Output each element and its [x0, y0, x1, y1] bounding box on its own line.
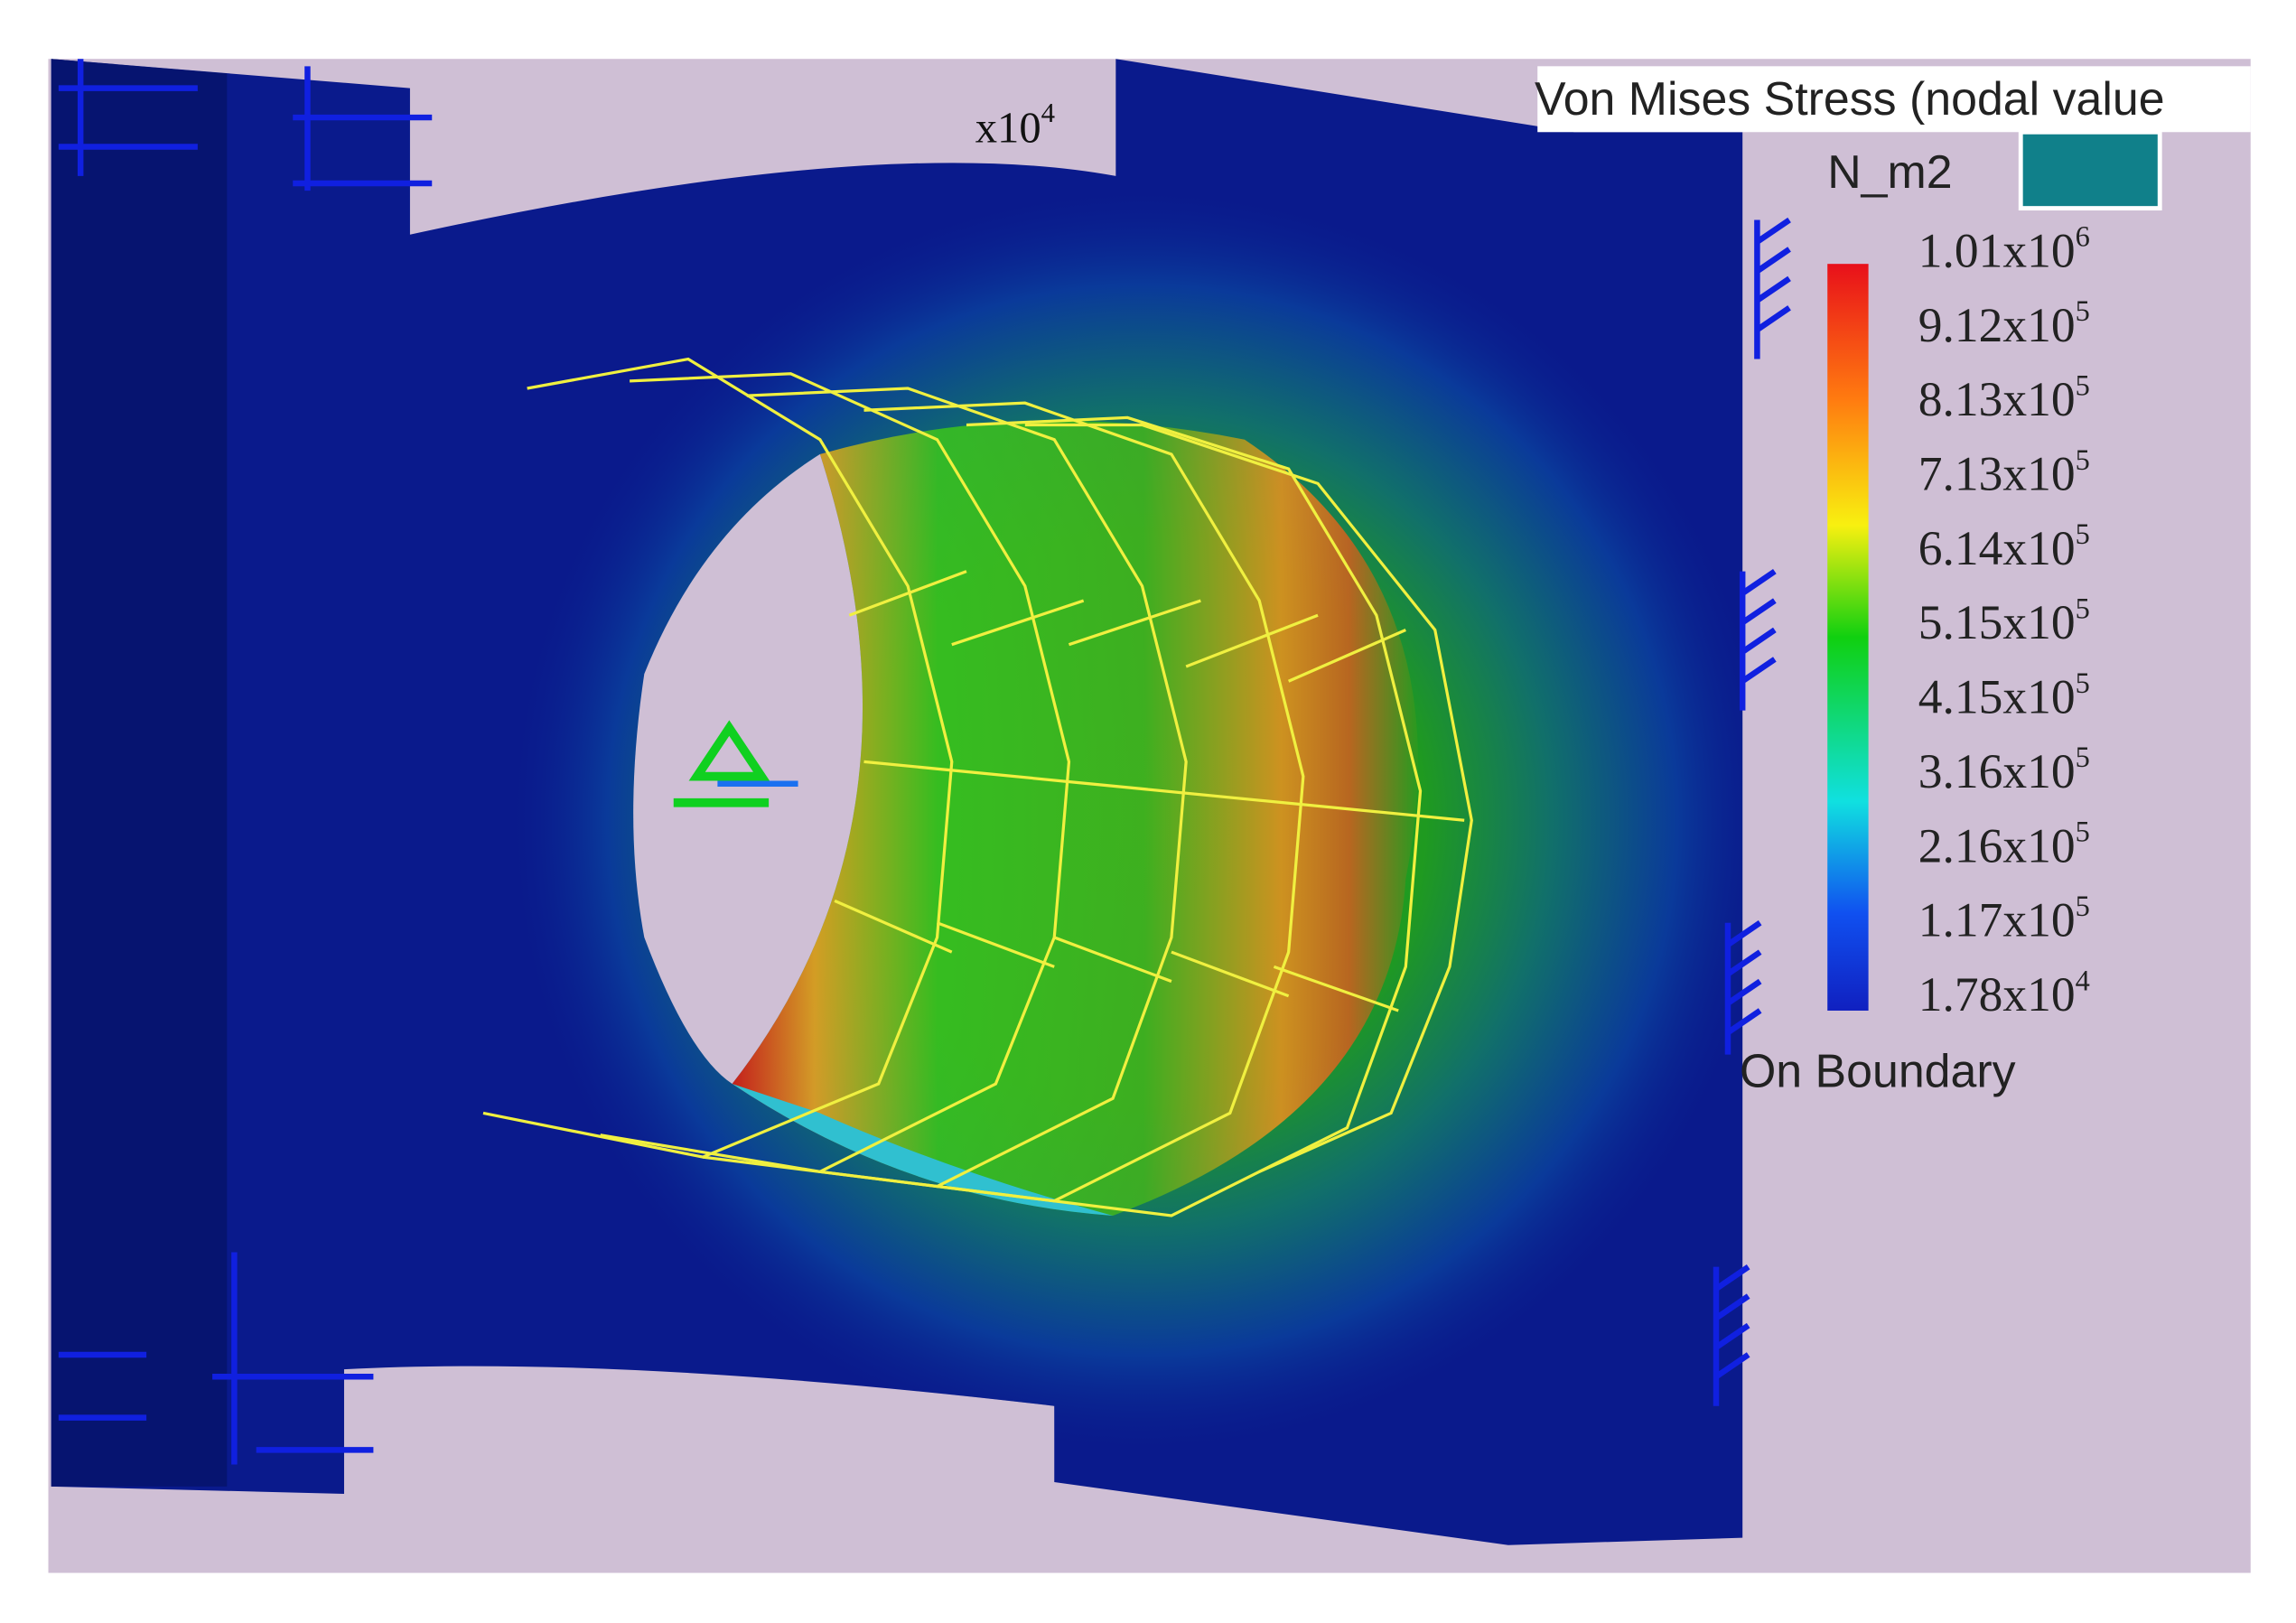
compass-widget — [2018, 129, 2162, 211]
legend-label: 4.15x105 — [1918, 667, 2090, 724]
label-exponent: 4 — [2076, 965, 2090, 997]
legend-label: 2.16x105 — [1918, 816, 2090, 873]
legend-footer: On Boundary — [1740, 1044, 2016, 1096]
legend-label: 9.12x105 — [1918, 295, 2090, 352]
label-exponent: 5 — [2076, 295, 2090, 328]
label-exponent: 5 — [2076, 891, 2090, 923]
label-exponent: 5 — [2076, 369, 2090, 402]
label-base: 8.13x10 — [1918, 372, 2076, 426]
legend-title: Von Mises Stress (nodal value — [1535, 72, 2165, 125]
annotation-base: x10 — [975, 104, 1041, 153]
legend-labels: 1.01x1069.12x1058.13x1057.13x1056.14x105… — [1918, 221, 2090, 1021]
legend-label: 5.15x105 — [1918, 593, 2090, 650]
legend-label: 6.14x105 — [1918, 518, 2090, 575]
boundary-symbols — [58, 59, 1791, 1465]
label-base: 4.15x10 — [1918, 670, 2076, 724]
legend-label: 7.13x105 — [1918, 444, 2090, 501]
label-base: 1.78x10 — [1918, 967, 2076, 1021]
legend-label: 1.17x105 — [1918, 891, 2090, 947]
label-exponent: 5 — [2076, 444, 2090, 477]
origin-marker — [673, 720, 770, 807]
load-wireframe — [482, 357, 1473, 1217]
label-base: 1.17x10 — [1918, 893, 2076, 947]
legend-unit: N_m2 — [1827, 145, 1952, 198]
label-exponent: 5 — [2076, 816, 2090, 849]
label-base: 2.16x10 — [1918, 818, 2076, 872]
label-base: 1.01x10 — [1918, 223, 2076, 277]
label-exponent: 5 — [2076, 667, 2090, 700]
hole — [633, 453, 863, 1085]
label-base: 9.12x10 — [1918, 298, 2076, 352]
legend-label: 1.01x106 — [1918, 221, 2090, 278]
label-exponent: 6 — [2076, 221, 2090, 254]
legend-title-bg — [1537, 66, 2251, 133]
legend-label: 1.78x104 — [1918, 965, 2090, 1021]
label-exponent: 5 — [2076, 742, 2090, 774]
label-base: 6.14x10 — [1918, 521, 2076, 575]
label-exponent: 5 — [2076, 593, 2090, 626]
plate-edge — [51, 59, 228, 1487]
annotation-exponent: 4 — [1041, 98, 1055, 128]
label-base: 3.16x10 — [1918, 744, 2076, 798]
label-base: 5.15x10 — [1918, 595, 2076, 649]
legend-label: 8.13x105 — [1918, 369, 2090, 426]
stress-ring — [732, 420, 1418, 1216]
color-bar — [1827, 264, 1869, 1011]
label-base: 7.13x10 — [1918, 446, 2076, 500]
low-stress-zone — [732, 1084, 1114, 1216]
label-exponent: 5 — [2076, 518, 2090, 551]
legend-label: 3.16x105 — [1918, 742, 2090, 798]
scale-annotation: x104 — [975, 98, 1055, 153]
